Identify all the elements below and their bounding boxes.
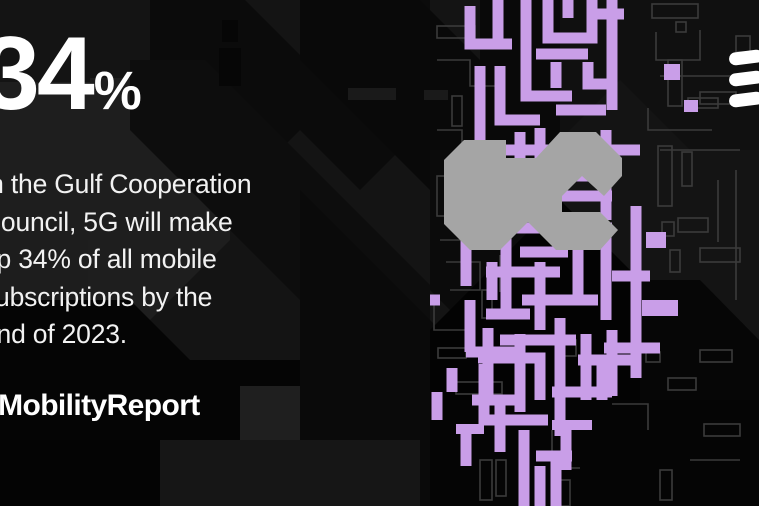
faint-traces-mid-right [657,59,741,300]
purple-traces-accents [456,64,698,434]
ericsson-logo-bar-3 [728,90,759,109]
ericsson-logo-bar-1 [728,48,759,67]
mid-plate-headline [0,240,88,300]
purple-traces-left-strip [430,294,443,420]
faint-traces-right-bottom [659,423,741,501]
dark-shape-center-lower [300,190,440,506]
notch-detail-a [222,20,238,42]
mid-plate-bottom-strip [160,440,420,506]
ericsson-logo-bar-2 [728,69,759,88]
notch-detail-b [219,48,241,86]
notch-detail-c [348,88,396,100]
ericsson-logo [728,48,759,110]
purple-traces-top [464,0,624,140]
purple-traces-bottom [460,352,636,506]
notch-detail-d [424,90,448,100]
grey-polygon-shape [444,132,622,250]
